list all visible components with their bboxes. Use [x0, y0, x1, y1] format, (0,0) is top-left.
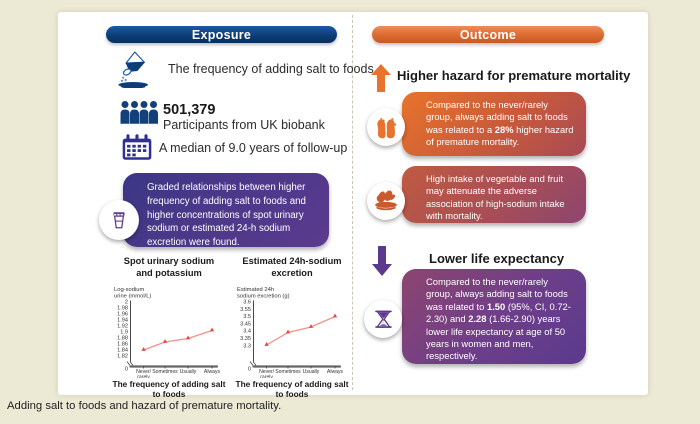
svg-text:rarely: rarely: [137, 375, 150, 379]
svg-text:3.55: 3.55: [240, 307, 251, 313]
svg-text:Usually: Usually: [180, 369, 197, 375]
svg-text:Log-sodium: Log-sodium: [114, 287, 144, 293]
svg-text:0: 0: [125, 367, 128, 373]
svg-text:Always: Always: [204, 369, 221, 375]
svg-text:urine (mmol/L): urine (mmol/L): [114, 294, 151, 300]
svg-text:3.45: 3.45: [240, 321, 251, 327]
svg-text:3.35: 3.35: [240, 336, 251, 342]
svg-text:Sometimes: Sometimes: [152, 369, 178, 375]
svg-text:3.6: 3.6: [243, 300, 251, 306]
svg-text:3.3: 3.3: [243, 343, 251, 349]
svg-text:1.82: 1.82: [117, 354, 128, 360]
svg-text:rarely: rarely: [260, 375, 273, 379]
svg-text:Always: Always: [327, 369, 344, 375]
svg-text:3.5: 3.5: [243, 314, 251, 320]
svg-text:Usually: Usually: [303, 369, 320, 375]
svg-text:3.4: 3.4: [243, 329, 251, 335]
svg-text:0: 0: [248, 367, 251, 373]
svg-text:Sometimes: Sometimes: [275, 369, 301, 375]
svg-text:Estimated 24h: Estimated 24h: [237, 287, 274, 293]
